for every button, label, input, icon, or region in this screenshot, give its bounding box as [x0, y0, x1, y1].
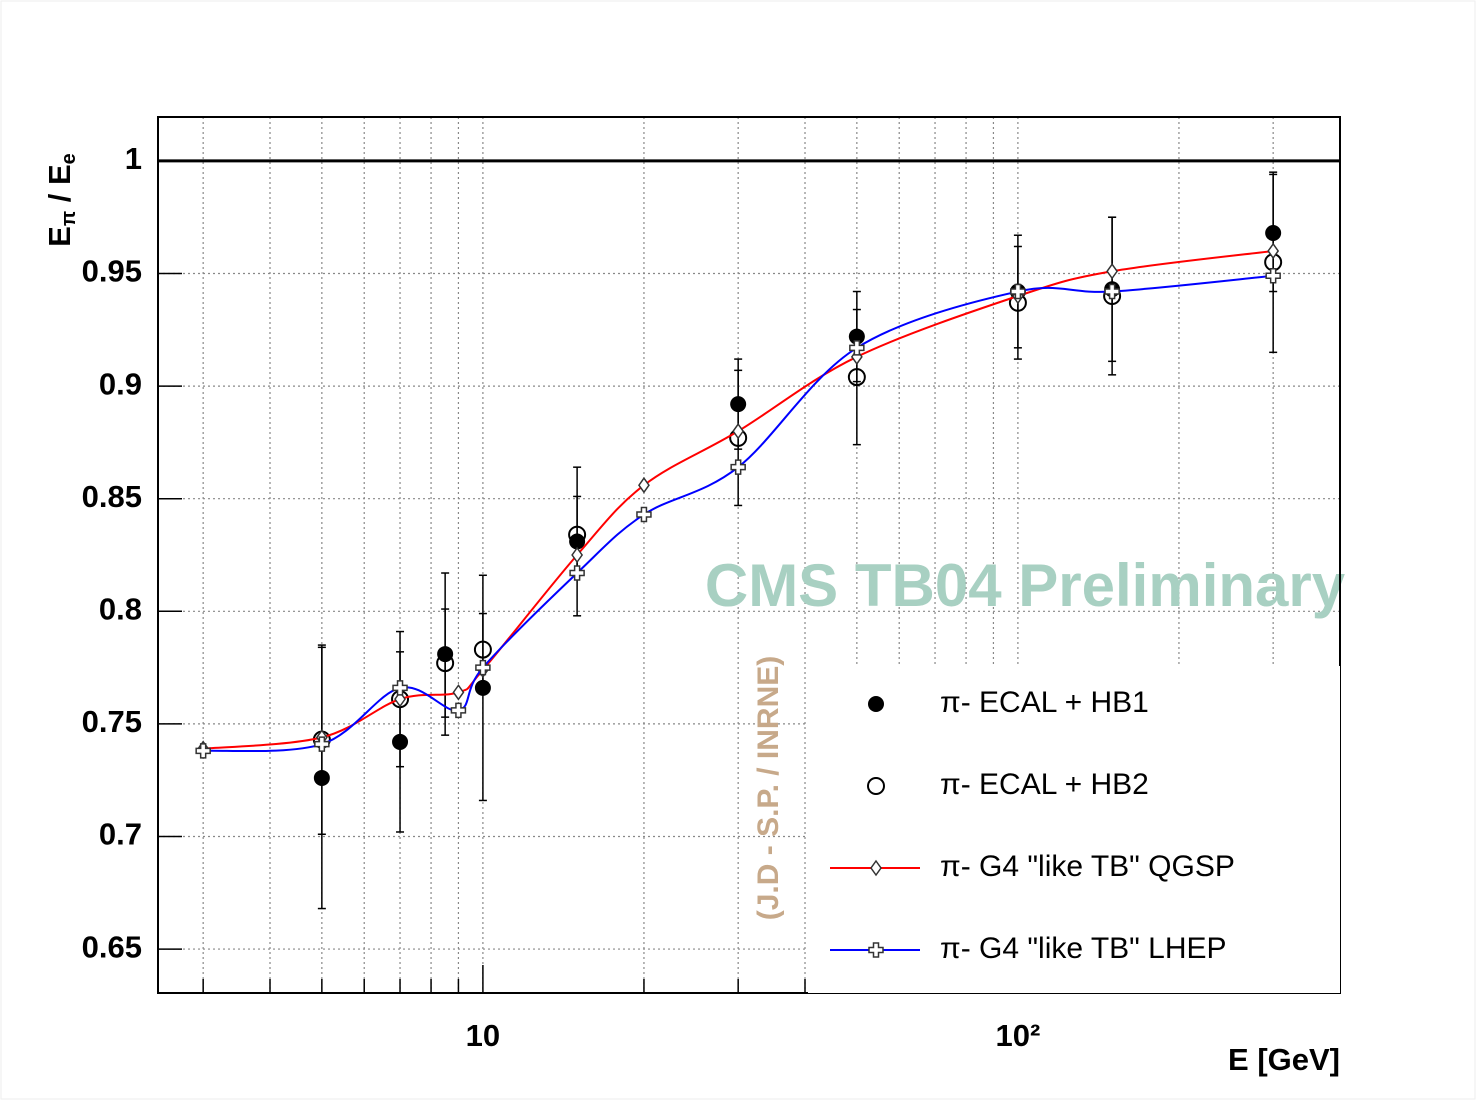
marker [1010, 283, 1026, 300]
marker [474, 679, 491, 696]
marker [849, 340, 865, 356]
marker [571, 546, 584, 564]
legend-box [808, 666, 1340, 993]
marker [732, 422, 745, 440]
marker [436, 654, 455, 673]
marker [568, 525, 587, 544]
legend-label: π- ECAL + HB1 [940, 686, 1149, 719]
error-bar [441, 608, 450, 718]
plot-frame [157, 116, 1341, 994]
marker [450, 702, 467, 719]
legend-label: π- ECAL + HB2 [940, 768, 1149, 801]
marker [636, 506, 652, 523]
marker [314, 736, 330, 752]
error-bar [852, 308, 861, 446]
marker [1265, 268, 1281, 284]
legend-label: π- G4 "like TB" QGSP [940, 850, 1235, 883]
legend-label: π- G4 "like TB" LHEP [940, 932, 1227, 965]
x-tick-label: 10² [995, 1018, 1040, 1053]
marker [730, 459, 746, 475]
y-tick-label: 0.85 [82, 479, 142, 514]
y-tick-label: 0.95 [82, 254, 142, 289]
y-tick-label: 0.8 [99, 591, 142, 626]
y-label-part: e [58, 153, 80, 164]
marker [392, 680, 408, 696]
legend-marker [867, 777, 885, 795]
marker [847, 368, 866, 387]
legend-marker [868, 942, 884, 958]
y-tick-label: 0.9 [99, 366, 142, 401]
y-axis-label: Eπ / Ee [42, 153, 80, 247]
marker [1267, 242, 1280, 260]
marker [475, 659, 491, 676]
marker [394, 690, 406, 708]
y-label-part: E [42, 226, 77, 247]
credit: (J.D - S.P. / INRNE) [752, 656, 785, 921]
legend-marker [868, 696, 884, 712]
marker [1106, 262, 1119, 280]
legend-marker [870, 859, 882, 877]
watermark: CMS TB04 Preliminary [705, 552, 1346, 619]
y-tick-label: 1 [125, 141, 142, 176]
error-bar [1269, 171, 1278, 354]
y-tick-label: 0.75 [82, 704, 142, 739]
x-tick-label: 10 [466, 1018, 500, 1053]
marker [569, 565, 585, 581]
y-label-part: / E [42, 164, 77, 211]
x-axis-label: E [GeV] [1228, 1042, 1340, 1077]
y-tick-label: 0.65 [82, 929, 142, 964]
y-tick-label: 0.7 [99, 817, 142, 852]
marker [195, 743, 211, 759]
marker [1104, 283, 1120, 300]
marker [452, 684, 465, 701]
y-label-part: π [58, 211, 80, 226]
marker [473, 640, 492, 659]
marker [638, 476, 650, 494]
